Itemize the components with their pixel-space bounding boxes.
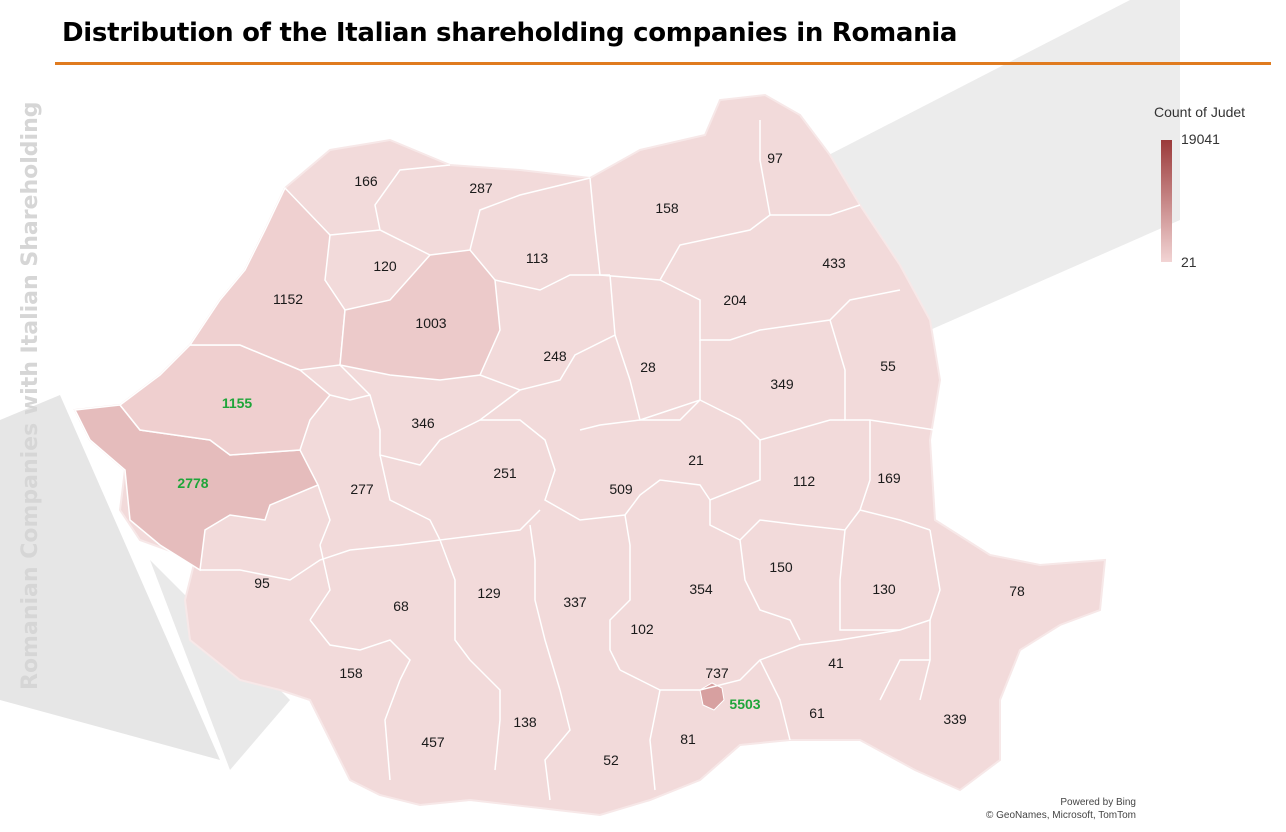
county-label: 41 [828,655,844,671]
county-label: 204 [723,292,747,308]
county-label: 509 [609,481,633,497]
county-label: 21 [688,452,704,468]
page-title: Distribution of the Italian shareholding… [62,18,958,48]
county-label: 52 [603,752,619,768]
county-label: 457 [421,734,445,750]
county-label: 169 [877,470,901,486]
county-label: 113 [525,250,549,266]
county-label: 737 [705,665,729,681]
county-label: 287 [469,180,493,196]
county-label: 97 [767,150,783,166]
county-label: 166 [354,173,378,189]
county-label: 120 [373,258,397,274]
county-label: 1152 [272,291,304,307]
county-label: 68 [393,598,409,614]
county-label: 251 [493,465,517,481]
legend-title: Count of Judet [1154,104,1246,120]
county-label-highlight: 5503 [729,696,761,712]
county-label-highlight: 2778 [177,475,209,491]
county-label: 349 [770,376,794,392]
legend-color-scale [1161,140,1172,262]
map-credit-powered-by: Powered by Bing [1060,797,1136,808]
legend-min-value: 21 [1181,254,1197,270]
county-label: 248 [543,348,567,364]
county-label: 81 [680,731,696,747]
region-bihor[interactable] [188,186,346,371]
county-label: 129 [477,585,501,601]
county-label: 346 [411,415,435,431]
county-label-highlight: 1155 [221,395,253,411]
county-label: 95 [254,575,270,591]
region-bucharest[interactable] [699,682,725,711]
county-label: 55 [880,358,896,374]
legend-max-value: 19041 [1181,131,1220,147]
county-label: 28 [640,359,656,375]
county-label: 112 [792,473,816,489]
county-label: 339 [943,711,967,727]
county-label: 78 [1009,583,1025,599]
county-label: 150 [769,559,793,575]
county-label: 277 [350,481,374,497]
county-label: 433 [822,255,846,271]
county-label: 354 [689,581,713,597]
county-label: 102 [630,621,654,637]
county-label: 158 [339,665,363,681]
county-label: 337 [563,594,587,610]
county-label: 138 [513,714,537,730]
county-label: 158 [655,200,679,216]
county-label: 1003 [415,315,447,331]
region-cluj[interactable] [339,249,501,381]
county-borders [200,120,941,801]
country-outline [73,93,1107,817]
map-credit-attribution: © GeoNames, Microsoft, TomTom [986,810,1136,821]
title-divider [55,62,1271,65]
region-arad[interactable] [118,344,332,456]
county-label: 130 [872,581,896,597]
county-label: 61 [809,705,825,721]
